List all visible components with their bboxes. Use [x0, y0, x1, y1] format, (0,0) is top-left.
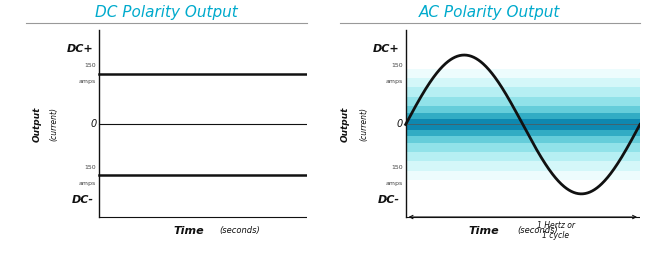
Text: amps: amps — [79, 79, 97, 84]
Text: amps: amps — [79, 181, 97, 186]
Text: Output: Output — [341, 107, 350, 142]
Text: Time: Time — [468, 226, 499, 236]
Text: 0: 0 — [90, 119, 97, 130]
Text: DC+: DC+ — [67, 44, 93, 54]
Text: 150: 150 — [391, 63, 403, 68]
Text: amps: amps — [385, 181, 403, 186]
Text: Output: Output — [33, 107, 42, 142]
Text: 150: 150 — [85, 63, 97, 68]
Text: 150: 150 — [85, 165, 97, 170]
Text: (seconds): (seconds) — [517, 226, 558, 235]
Text: 1 Hertz or
1 cycle: 1 Hertz or 1 cycle — [537, 221, 575, 240]
Text: Time: Time — [174, 226, 204, 236]
Text: AC Polarity Output: AC Polarity Output — [419, 5, 560, 20]
Text: 0: 0 — [396, 119, 403, 130]
Text: DC Polarity Output: DC Polarity Output — [95, 5, 238, 20]
Text: DC+: DC+ — [373, 44, 400, 54]
Text: (current): (current) — [359, 107, 368, 141]
Text: (current): (current) — [50, 107, 59, 141]
Text: amps: amps — [385, 79, 403, 84]
Text: DC-: DC- — [377, 195, 400, 205]
Text: 150: 150 — [391, 165, 403, 170]
Text: DC-: DC- — [72, 195, 93, 205]
Text: (seconds): (seconds) — [219, 226, 260, 235]
